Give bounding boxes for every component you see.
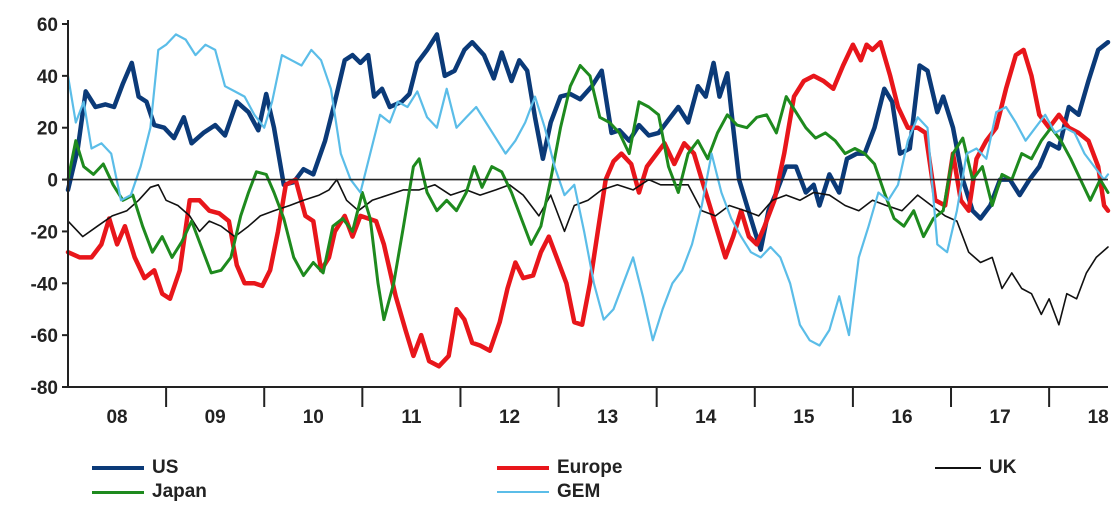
x-tick-label: 15	[793, 407, 815, 428]
series-line-gem	[66, 33, 1110, 347]
x-tick-label: 18	[1088, 407, 1109, 428]
y-tick-label: 60	[37, 15, 58, 36]
x-tick-label: 08	[106, 407, 127, 428]
series-line-us	[65, 32, 1111, 252]
y-tick-label: -20	[31, 222, 58, 243]
y-tick-label: -80	[31, 378, 58, 399]
x-tick-label: 13	[597, 407, 618, 428]
series-line-uk	[67, 178, 1109, 326]
x-tick-label: 16	[891, 407, 912, 428]
series-line-japan	[66, 64, 1110, 322]
y-tick-label: 40	[37, 67, 58, 88]
x-tick-label: 10	[303, 407, 324, 428]
plot-lines	[65, 32, 1111, 369]
y-tick-label: -40	[31, 274, 58, 295]
y-tick-label: 0	[47, 171, 58, 192]
y-tick-label: -60	[31, 326, 58, 347]
x-tick-label: 11	[401, 407, 422, 428]
x-tick-label: 17	[990, 407, 1011, 428]
series-line-europe	[65, 39, 1111, 369]
x-tick-label: 14	[695, 407, 717, 428]
y-axis: -80 -60 -40 -20 0 20 40 60	[31, 15, 68, 399]
y-tick-label: 20	[37, 119, 58, 140]
axes	[67, 20, 1108, 388]
x-tick-label: 09	[205, 407, 226, 428]
x-tick-label: 12	[499, 407, 520, 428]
x-axis: 08 09 10 11 12 13 14 15 16 17 18	[106, 387, 1109, 428]
